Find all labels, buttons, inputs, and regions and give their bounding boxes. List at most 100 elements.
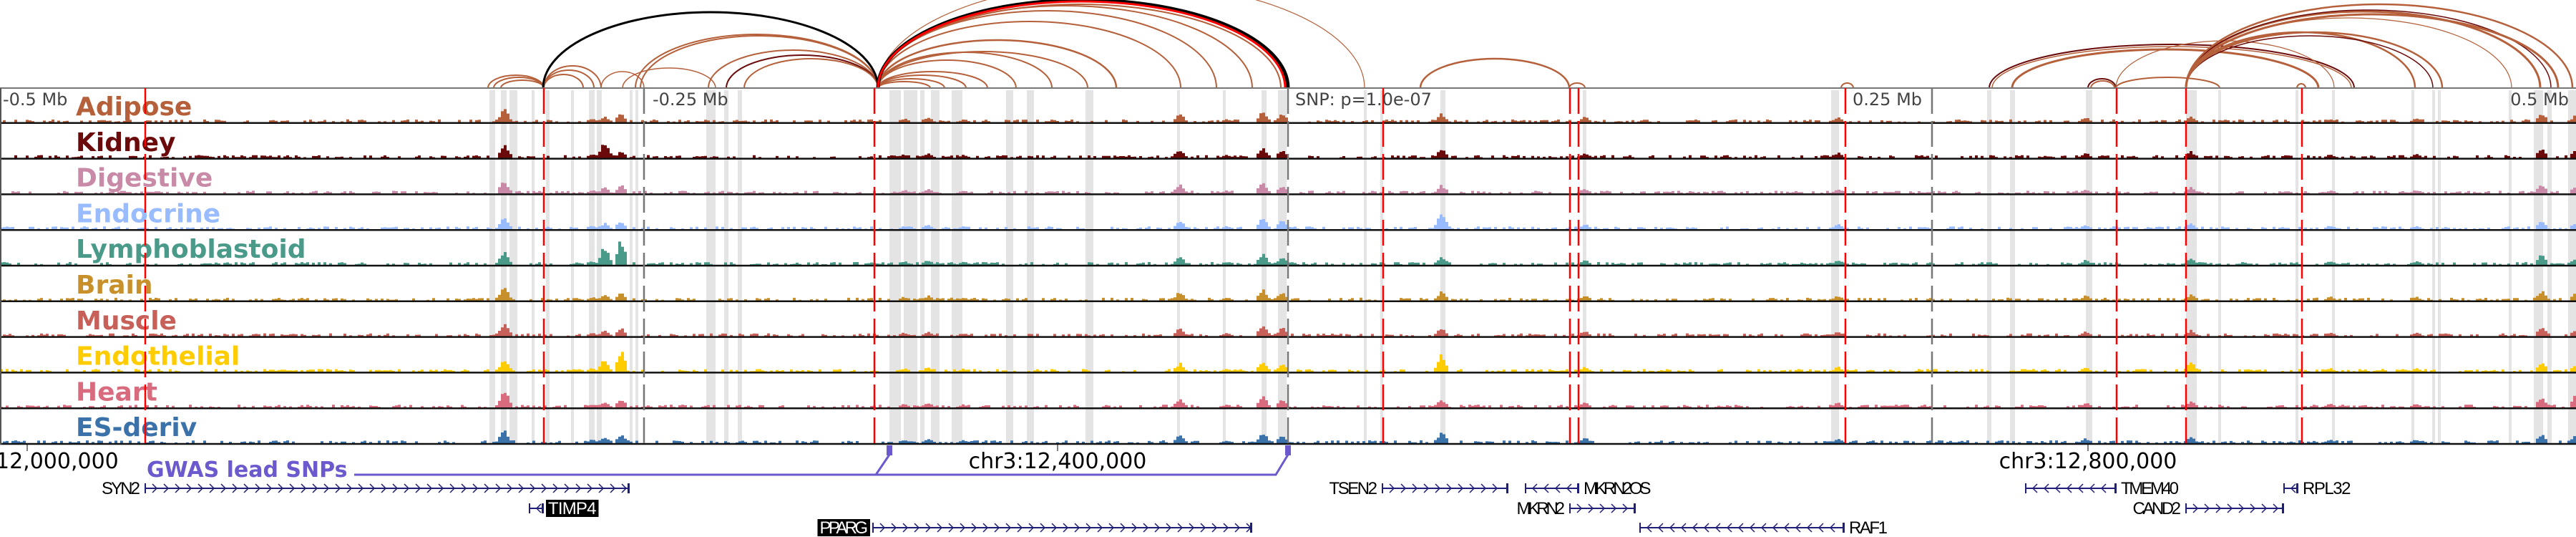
gene-exon xyxy=(2296,483,2298,493)
gene-cand2[interactable]: CAND2 xyxy=(2133,499,2285,518)
highlight-band xyxy=(738,90,742,445)
interaction-arc[interactable] xyxy=(876,0,1290,89)
highlight-band xyxy=(889,90,901,445)
highlight-band xyxy=(2509,90,2512,445)
gene-label[interactable]: TMEM40 xyxy=(2121,479,2179,498)
interaction-arc[interactable] xyxy=(2185,3,2574,89)
axis-label-12800000: chr3:12,800,000 xyxy=(1999,449,2177,474)
interaction-arc[interactable] xyxy=(622,67,716,89)
gene-mkrn2[interactable]: MKRN2 xyxy=(1517,499,1636,518)
interaction-arc[interactable] xyxy=(2087,78,2117,89)
interaction-arc[interactable] xyxy=(542,11,879,89)
mb-label-0.25: 0.25 Mb xyxy=(1853,90,1922,110)
interaction-arc[interactable] xyxy=(2185,31,2444,89)
interaction-arc[interactable] xyxy=(2185,9,2552,89)
gene-label-highlight xyxy=(546,500,599,517)
interaction-arc[interactable] xyxy=(1568,82,1586,89)
strand-arrows xyxy=(1576,503,1629,513)
interaction-arc[interactable] xyxy=(543,74,584,89)
interaction-arc[interactable] xyxy=(1419,57,1571,89)
track-label: Brain xyxy=(76,271,152,300)
gene-label[interactable]: MKRN2OS xyxy=(1584,479,1652,498)
gene-exon xyxy=(2282,503,2284,513)
axis-label-12000000: 12,000,000 xyxy=(0,449,119,474)
track-label: Endocrine xyxy=(76,199,220,228)
gene-label[interactable]: CAND2 xyxy=(2133,499,2182,518)
gene-pparg[interactable]: PPARG xyxy=(817,518,1253,537)
highlight-band xyxy=(1278,90,1287,445)
interaction-arc[interactable] xyxy=(2115,77,2220,89)
highlight-band xyxy=(2438,90,2441,445)
gene-tmem40[interactable]: TMEM40 xyxy=(2025,479,2179,498)
highlight-band xyxy=(546,90,550,445)
interaction-arc[interactable] xyxy=(493,77,545,89)
interaction-arc[interactable] xyxy=(877,51,1088,89)
interaction-arc[interactable] xyxy=(1989,44,2355,89)
gene-label[interactable]: RAF1 xyxy=(1849,518,1888,537)
highlight-band xyxy=(571,90,574,445)
interaction-arc[interactable] xyxy=(877,81,931,89)
strand-arrows xyxy=(535,503,542,513)
gene-label[interactable]: SYN2 xyxy=(102,479,140,498)
highlight-band xyxy=(597,90,602,445)
interaction-arc[interactable] xyxy=(877,0,1287,89)
strand-arrows xyxy=(2290,483,2296,493)
gene-label[interactable]: TIMP4 xyxy=(548,499,597,518)
interaction-arc[interactable] xyxy=(500,79,545,89)
gene-exon xyxy=(542,503,544,513)
strand-arrows xyxy=(879,523,1252,533)
gene-label[interactable]: RPL32 xyxy=(2303,479,2351,498)
gwas-track-label: GWAS lead SNPs xyxy=(147,458,347,483)
highlight-band xyxy=(920,90,924,445)
interaction-arc[interactable] xyxy=(726,54,879,89)
interaction-arc[interactable] xyxy=(877,59,1017,89)
track-label: Kidney xyxy=(76,128,176,158)
interaction-arc[interactable] xyxy=(2185,35,2434,89)
gwas-snp-marker[interactable] xyxy=(1285,445,1291,455)
interaction-arc[interactable] xyxy=(877,39,1118,89)
gene-timp4[interactable]: TIMP4 xyxy=(529,499,599,518)
highlight-band xyxy=(2010,90,2015,445)
gene-exon xyxy=(1577,483,1579,493)
highlight-band xyxy=(532,90,535,445)
gene-rpl32[interactable]: RPL32 xyxy=(2283,479,2351,498)
interaction-arc[interactable] xyxy=(877,74,967,89)
gene-exon xyxy=(2114,483,2117,493)
gene-label[interactable]: MKRN2 xyxy=(1517,499,1566,518)
interaction-arc[interactable] xyxy=(2011,48,2320,89)
gene-mkrn2os[interactable]: MKRN2OS xyxy=(1525,479,1652,498)
highlight-bands xyxy=(489,90,2576,445)
interaction-arc[interactable] xyxy=(2296,83,2306,89)
interaction-arc[interactable] xyxy=(640,35,879,89)
highlight-band xyxy=(2186,90,2197,445)
signal-bars xyxy=(14,145,2576,158)
marker-lines xyxy=(144,88,2303,445)
track-label: Endothelial xyxy=(76,342,240,372)
gene-label[interactable]: TSEN2 xyxy=(1330,479,1378,498)
gene-syn2[interactable]: SYN2 xyxy=(102,479,630,498)
signal-bars xyxy=(11,183,2576,194)
interaction-arc[interactable] xyxy=(2185,13,2560,89)
interaction-arc[interactable] xyxy=(2090,80,2115,89)
gene-raf1[interactable]: RAF1 xyxy=(1639,518,1888,537)
mb-label-minus-0.5: -0.5 Mb xyxy=(3,90,67,110)
snp-pvalue-label: SNP: p=1.0e-07 xyxy=(1295,90,1432,110)
mb-label-minus-0.25: -0.25 Mb xyxy=(653,90,728,110)
highlight-band xyxy=(1085,90,1093,445)
interaction-arc[interactable] xyxy=(877,71,988,89)
signal-tracks: Adipose Kidney Digestive Endocrine Lymphobla… xyxy=(0,92,2576,445)
interaction-arc[interactable] xyxy=(708,49,879,89)
interaction-arc[interactable] xyxy=(877,52,1053,89)
signal-bars xyxy=(3,430,2576,443)
axis-label-12400000: chr3:12,400,000 xyxy=(969,449,1147,474)
mb-label-0.5: 0.5 Mb xyxy=(2510,90,2569,110)
gene-tsen2[interactable]: TSEN2 xyxy=(1330,479,1509,498)
interaction-arc[interactable] xyxy=(1840,82,1854,89)
interaction-arc[interactable] xyxy=(877,78,945,89)
gene-label[interactable]: PPARG xyxy=(820,518,869,537)
interaction-arc[interactable] xyxy=(877,21,1181,89)
highlight-band xyxy=(1027,90,1034,445)
interaction-arc[interactable] xyxy=(743,58,879,89)
interaction-arc[interactable] xyxy=(877,0,1365,89)
gwas-snp-marker[interactable] xyxy=(887,445,892,455)
